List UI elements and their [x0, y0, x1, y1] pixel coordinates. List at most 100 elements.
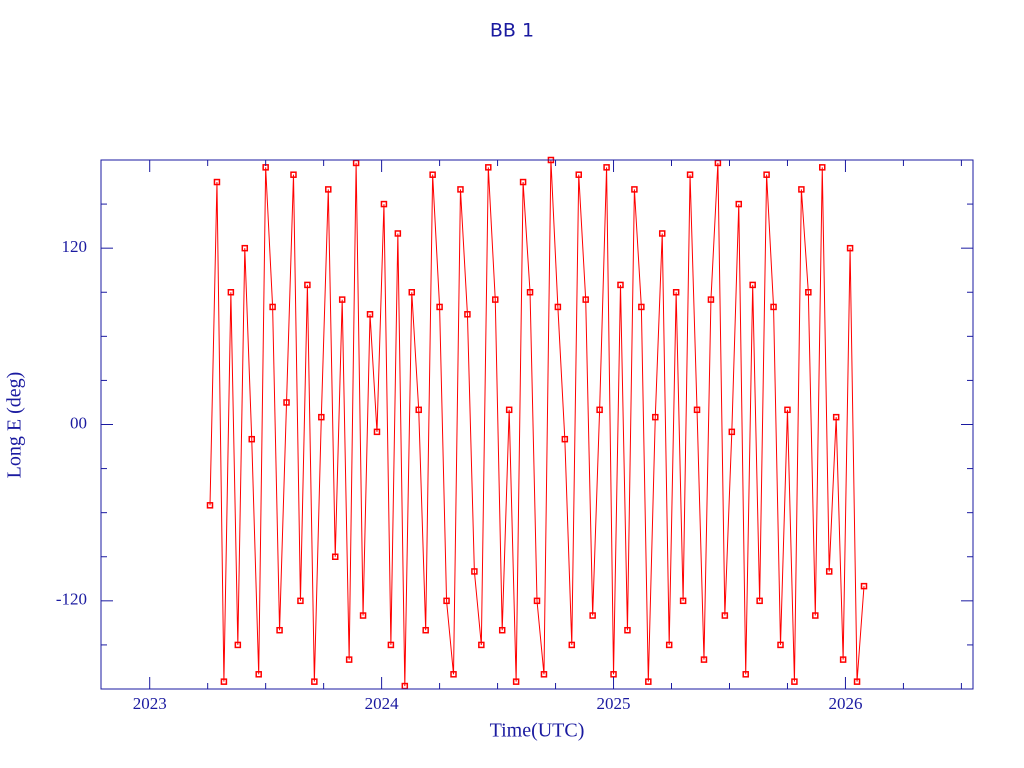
data-point	[394, 230, 402, 237]
data-point	[220, 678, 228, 685]
data-point	[408, 289, 416, 296]
data-point	[777, 641, 784, 649]
data-point	[498, 626, 506, 634]
data-point	[853, 678, 861, 685]
data-point	[819, 164, 826, 171]
data-point	[554, 303, 562, 311]
data-point	[756, 597, 763, 605]
data-point	[206, 502, 214, 509]
data-point	[533, 597, 541, 605]
data-point	[624, 626, 631, 634]
data-point	[707, 296, 715, 303]
data-point	[380, 200, 388, 208]
data-point	[345, 656, 353, 663]
data-point	[846, 244, 854, 252]
data-point	[561, 435, 569, 443]
data-point	[686, 171, 694, 178]
data-point	[700, 656, 708, 663]
data-point	[255, 671, 262, 678]
data-point	[839, 656, 847, 663]
data-point	[770, 303, 777, 311]
data-point	[241, 244, 249, 252]
data-point	[679, 597, 687, 605]
data-point	[652, 413, 659, 421]
data-line	[209, 159, 865, 687]
data-point	[582, 296, 589, 303]
data-point	[798, 186, 805, 193]
data-point	[575, 171, 582, 178]
data-point	[519, 178, 527, 186]
data-point	[596, 406, 603, 414]
data-point	[415, 406, 422, 414]
y-axis-label: Long E (deg)	[4, 372, 26, 479]
data-point	[540, 671, 548, 678]
data-point	[290, 171, 297, 178]
data-point	[422, 626, 429, 634]
data-point	[478, 641, 485, 649]
data-point	[825, 568, 833, 575]
data-point	[693, 406, 701, 414]
data-point	[526, 289, 534, 296]
data-point	[429, 171, 436, 178]
data-point	[269, 303, 276, 311]
data-point	[450, 671, 457, 678]
data-point	[457, 186, 464, 193]
data-point	[471, 568, 478, 575]
data-point	[366, 311, 374, 318]
data-point	[763, 171, 770, 178]
data-point	[645, 678, 652, 685]
y-tick-label: 00	[70, 413, 87, 432]
data-point	[735, 200, 743, 208]
data-point	[610, 671, 617, 678]
data-point	[436, 303, 443, 311]
plot-frame	[100, 159, 974, 690]
data-point	[672, 289, 680, 296]
data-point	[832, 413, 840, 421]
data-point	[631, 186, 638, 193]
y-tick-label: -120	[56, 590, 87, 609]
x-tick-label: 2024	[365, 694, 400, 713]
data-point	[617, 281, 624, 289]
data-point	[443, 597, 450, 605]
data-point	[749, 281, 756, 289]
data-point	[234, 641, 242, 649]
data-point	[505, 406, 513, 414]
data-point	[728, 428, 736, 436]
data-point	[283, 399, 290, 406]
data-point	[297, 597, 304, 605]
data-point	[311, 678, 318, 685]
data-point	[359, 612, 367, 619]
data-point	[373, 428, 381, 436]
data-point	[338, 296, 346, 303]
data-point	[638, 303, 645, 311]
x-tick-label: 2025	[597, 694, 631, 713]
data-point	[658, 230, 666, 237]
x-tick-label: 2023	[133, 694, 167, 713]
data-point	[464, 311, 471, 318]
data-point	[331, 553, 339, 560]
x-axis-label: Time(UTC)	[490, 720, 585, 742]
data-point	[492, 296, 499, 303]
data-point	[318, 413, 325, 421]
data-point	[304, 281, 311, 289]
data-point	[512, 678, 520, 685]
data-point	[721, 612, 729, 619]
data-point	[387, 641, 395, 649]
data-point	[213, 178, 221, 186]
data-point	[860, 582, 868, 590]
data-point	[248, 435, 255, 443]
data-point	[227, 289, 235, 296]
data-point	[665, 641, 673, 649]
data-point	[742, 671, 749, 678]
data-point	[791, 678, 798, 685]
data-point	[603, 164, 610, 171]
x-tick-label: 2026	[828, 694, 862, 713]
data-point	[568, 641, 576, 649]
data-point	[589, 612, 596, 619]
data-point	[805, 289, 812, 296]
data-point	[812, 612, 819, 619]
data-point	[784, 406, 791, 414]
y-tick-label: 120	[62, 237, 88, 256]
